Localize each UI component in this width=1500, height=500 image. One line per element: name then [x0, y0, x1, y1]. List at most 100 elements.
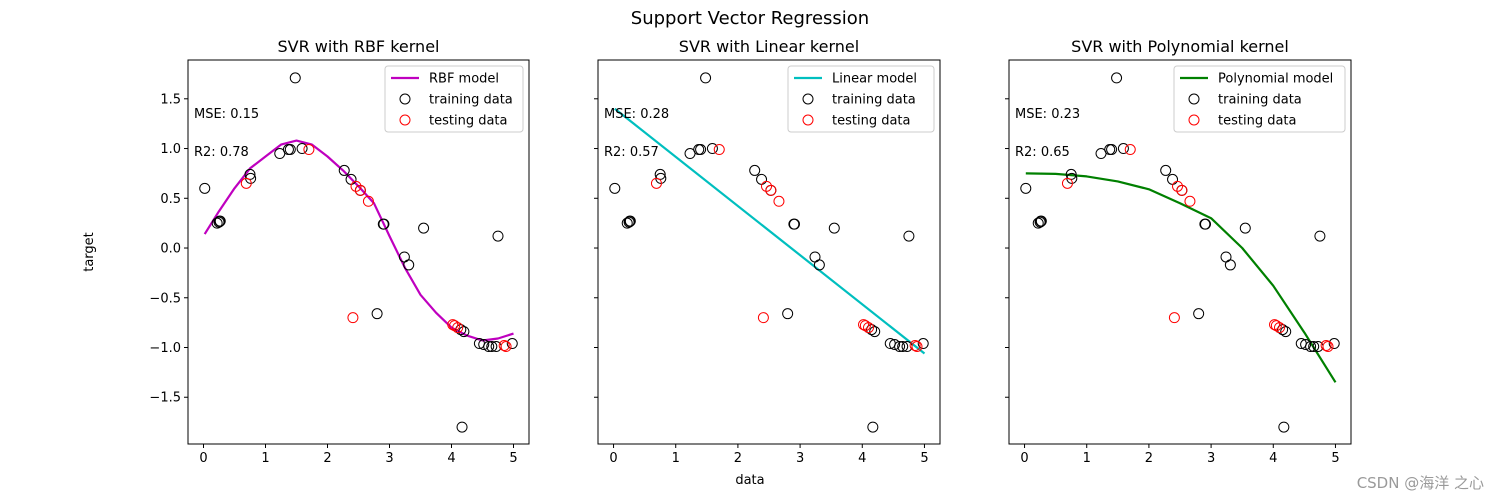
training-point: [1239, 222, 1251, 234]
y-tick-label: −1.5: [149, 391, 181, 406]
legend: Polynomial model training data testing dat…: [1173, 65, 1346, 133]
training-point: [903, 230, 915, 242]
legend-training-swatch: [802, 93, 814, 105]
model-line: [614, 107, 926, 355]
x-tick-label: 3: [796, 451, 804, 466]
mse-annotation: MSE: 0.15: [194, 107, 259, 122]
training-point: [492, 230, 504, 242]
training-point: [788, 218, 800, 230]
testing-point: [347, 312, 359, 324]
x-tick-label: 1: [672, 451, 680, 466]
training-point: [1308, 341, 1320, 353]
x-tick-label: 4: [858, 451, 866, 466]
training-point: [213, 216, 225, 228]
r2-annotation: R2: 0.65: [1015, 145, 1070, 160]
legend-label: testing data: [429, 114, 507, 129]
training-point: [458, 326, 470, 338]
training-point: [1193, 308, 1205, 320]
training-point: [917, 338, 929, 350]
training-point: [486, 341, 498, 353]
training-point: [455, 324, 467, 336]
training-point: [483, 341, 495, 353]
x-tick-label: 5: [920, 451, 928, 466]
training-point: [1032, 217, 1044, 229]
model-line: [1025, 172, 1337, 383]
training-point: [782, 308, 794, 320]
testing-point: [859, 320, 871, 332]
mse-annotation: MSE: 0.23: [1015, 107, 1080, 122]
training-point: [418, 222, 430, 234]
testing-point: [909, 340, 921, 352]
training-point: [478, 339, 490, 351]
training-point: [456, 421, 468, 433]
x-tick-label: 3: [1207, 451, 1215, 466]
legend: Linear model training data testing data: [787, 65, 935, 133]
subplot-1: SVR with RBF kernel 0 1 2 3 4 5 −1.5 −1.0 −0.5 0.0…: [149, 37, 530, 466]
figure-suptitle: Support Vector Regression: [631, 8, 869, 29]
training-point: [378, 218, 390, 230]
x-tick-label: 0: [199, 451, 207, 466]
legend-training-swatch: [1188, 93, 1200, 105]
training-point: [624, 215, 636, 227]
training-point: [1314, 230, 1326, 242]
x-tick-label: 1: [1083, 451, 1091, 466]
x-tick-label: 3: [385, 451, 393, 466]
training-point: [1020, 182, 1032, 194]
training-point: [869, 326, 881, 338]
y-tick-label: 0.5: [160, 192, 181, 207]
training-point: [813, 259, 825, 271]
legend-label: Polynomial model: [1218, 72, 1333, 87]
subplot-title: SVR with Linear kernel: [679, 37, 859, 56]
legend-label: Linear model: [832, 72, 917, 87]
testing-point: [1124, 144, 1136, 156]
y-tick-label: 0.0: [160, 242, 181, 257]
testing-point: [1270, 320, 1282, 332]
training-point: [756, 173, 768, 185]
testing-point: [1176, 184, 1188, 196]
training-point: [338, 164, 350, 176]
subplot-2: SVR with Linear kernel 0 1 2 3 4 5 MSE: 0.28 R2:…: [594, 37, 941, 466]
legend: RBF model training data testing data: [384, 65, 524, 133]
training-point: [867, 421, 879, 433]
r2-annotation: R2: 0.57: [604, 145, 659, 160]
legend-training-swatch: [399, 93, 411, 105]
training-point: [289, 72, 301, 84]
y-tick-label: −0.5: [149, 291, 181, 306]
legend-label: training data: [832, 93, 916, 108]
training-point: [609, 182, 621, 194]
y-tick-label: 1.5: [160, 92, 181, 107]
testing-point: [761, 180, 773, 192]
x-tick-label: 0: [1020, 451, 1028, 466]
training-point: [700, 72, 712, 84]
axes-frame: [597, 59, 941, 445]
legend-frame: [1173, 65, 1346, 133]
x-tick-label: 2: [323, 451, 331, 466]
y-tick-label: 1.0: [160, 142, 181, 157]
testing-point: [650, 177, 662, 189]
testing-point: [911, 341, 923, 353]
mse-annotation: MSE: 0.28: [604, 107, 669, 122]
training-point: [1106, 144, 1118, 156]
x-tick-label: 4: [1269, 451, 1277, 466]
testing-point: [452, 322, 464, 334]
legend-testing-swatch: [1188, 114, 1200, 126]
legend-frame: [384, 65, 524, 133]
testing-point: [1320, 340, 1332, 352]
legend-label: training data: [1218, 93, 1302, 108]
r2-annotation: R2: 0.78: [194, 145, 249, 160]
testing-point: [1168, 312, 1180, 324]
testing-point: [362, 195, 374, 207]
testing-point: [500, 341, 512, 353]
testing-point: [350, 180, 362, 192]
training-point: [506, 338, 518, 350]
training-point: [1111, 72, 1123, 84]
training-point: [897, 341, 909, 353]
testing-point: [757, 312, 769, 324]
legend-label: testing data: [1218, 114, 1296, 129]
training-point: [1199, 218, 1211, 230]
model-line: [203, 139, 514, 342]
testing-point: [449, 320, 461, 332]
axes-frame: [187, 59, 530, 445]
training-point: [1160, 164, 1172, 176]
